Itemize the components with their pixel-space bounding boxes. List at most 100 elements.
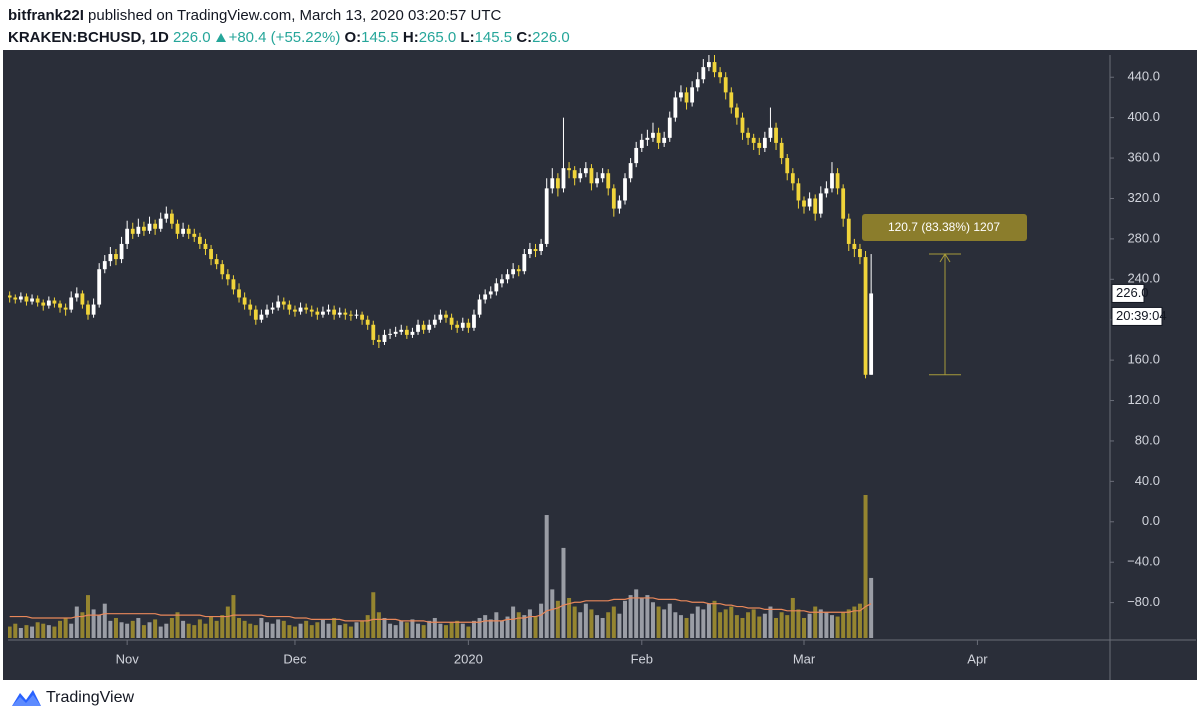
volume-bar: [863, 495, 868, 638]
plot-area: 120.7 (83.38%) 1207: [8, 55, 1027, 638]
candle-body: [242, 297, 247, 305]
up-arrow: [215, 33, 226, 42]
brand: TradingView: [46, 689, 134, 706]
chart-background: [3, 50, 1197, 680]
volume-bar: [432, 617, 437, 638]
candle-body: [628, 163, 633, 179]
candle-body: [91, 304, 96, 315]
candle-body: [158, 218, 163, 229]
candle-body: [58, 303, 62, 308]
volume-bar: [141, 625, 146, 638]
volume-bar: [505, 616, 510, 638]
volume-bar: [298, 623, 303, 638]
candle-body: [41, 302, 46, 306]
candle-body: [718, 72, 723, 78]
volume-bar: [757, 616, 762, 638]
candle-body: [376, 339, 381, 342]
candle-body: [611, 188, 616, 209]
volume-bar: [444, 625, 449, 638]
volume-bar: [841, 612, 846, 638]
volume-bar: [650, 602, 655, 638]
volume-bar: [158, 626, 163, 638]
volume-bar: [427, 620, 432, 638]
candle-body: [304, 307, 309, 310]
volume-bar: [701, 609, 706, 638]
volume-bar: [220, 615, 225, 638]
candle-body: [309, 309, 314, 312]
volume-bar: [102, 603, 107, 638]
volume-bar: [214, 620, 219, 638]
volume-bar: [561, 547, 566, 638]
candle-body: [209, 248, 213, 260]
candle-body: [606, 173, 611, 189]
volume-bar: [416, 623, 421, 638]
volume-bar: [857, 603, 862, 638]
candle-body: [360, 314, 364, 320]
candle-body: [343, 312, 348, 315]
volume-bar: [555, 600, 560, 638]
y-tick-label: 240.0: [1127, 271, 1160, 286]
candle-body: [102, 261, 107, 270]
volume-bar: [762, 613, 767, 638]
candle-body: [326, 309, 331, 312]
candle-body: [119, 243, 124, 260]
candle-body: [505, 274, 510, 280]
candle-body: [404, 329, 409, 335]
candle-body: [52, 300, 57, 304]
volume-bar: [846, 609, 851, 638]
candle-body: [740, 117, 745, 133]
volume-bar: [589, 609, 594, 638]
volume-ma-line: [9, 597, 872, 623]
volume-bar: [253, 625, 258, 638]
volume-bar: [393, 625, 398, 638]
candle-body: [455, 324, 460, 328]
volume-bar: [30, 626, 35, 638]
volume-bar: [785, 615, 790, 638]
volume-bar: [623, 600, 628, 638]
y-tick-label: 160.0: [1127, 352, 1160, 367]
candle-body: [287, 304, 292, 310]
volume-bar: [572, 606, 577, 638]
candle-body: [807, 198, 812, 207]
volume-bar: [18, 627, 23, 638]
volume-bar: [539, 603, 544, 638]
candle-body: [74, 293, 79, 298]
volume-bar: [600, 617, 605, 638]
volume-bar: [790, 597, 795, 638]
volume-bar: [746, 612, 751, 638]
volume-bar: [69, 623, 74, 638]
candle-body: [8, 295, 12, 298]
candle-body: [550, 178, 555, 189]
candle-body: [639, 139, 644, 148]
candle-body: [656, 132, 661, 143]
volume-bar: [533, 616, 538, 638]
volume-bar: [690, 613, 695, 638]
volume-bar: [639, 597, 644, 638]
volume-bar: [371, 592, 376, 638]
volume-bar: [63, 617, 68, 638]
candle-body: [427, 324, 432, 330]
axes: 440.0400.0360.0320.0280.0240.0200.0160.0…: [116, 69, 1167, 667]
volume-bar: [645, 595, 650, 638]
candle-body: [768, 127, 773, 138]
candle-body: [293, 309, 297, 312]
volume-bar: [248, 623, 253, 638]
volume-bar: [477, 617, 482, 638]
price-label-box: [1111, 283, 1145, 303]
candle-body: [830, 173, 834, 189]
quote-line: KRAKEN:BCHUSD, 1D 226.0 +80.4 (+55.22%) O…: [8, 27, 570, 49]
volume-bar: [186, 623, 191, 638]
volume-bar: [113, 617, 118, 638]
publish-line: bitfrank22I published on TradingView.com…: [8, 5, 570, 27]
candle-body: [181, 228, 185, 234]
volume-bar: [606, 612, 611, 638]
volume-bar: [813, 606, 818, 638]
candle-body: [97, 269, 102, 305]
candle-body: [80, 293, 85, 305]
volume-bar: [91, 609, 96, 638]
candle-body: [634, 147, 639, 164]
candle-body: [695, 79, 700, 88]
volume-bar: [583, 603, 588, 638]
candle-body: [371, 324, 376, 340]
x-tick-label: Mar: [793, 651, 816, 666]
